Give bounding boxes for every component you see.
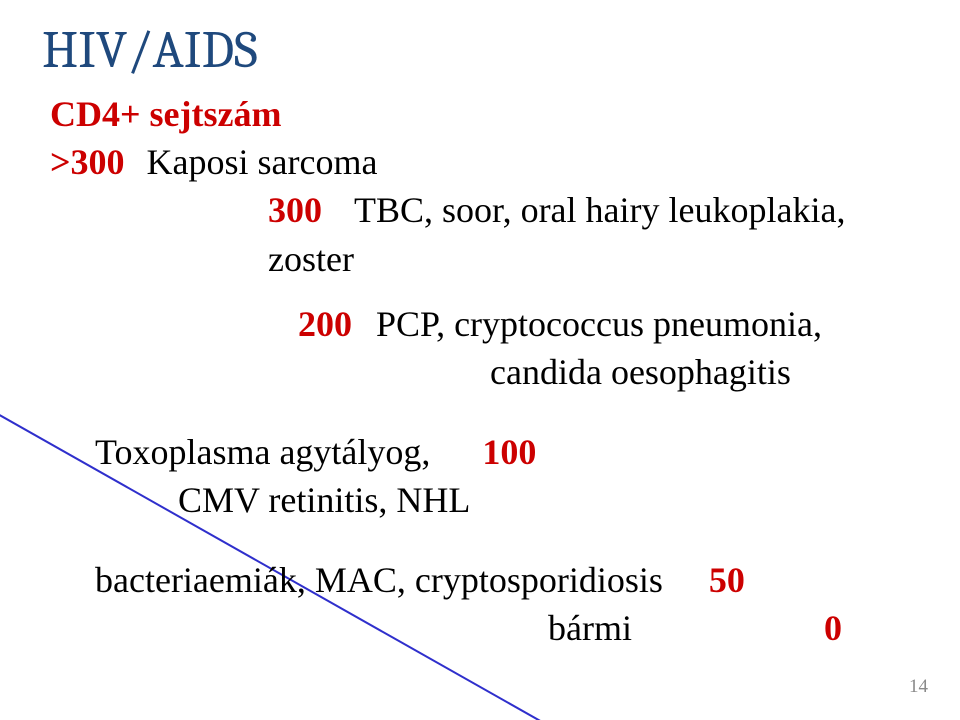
num-300plus: >300 — [50, 142, 125, 182]
row-200b: candida oesophagitis — [490, 348, 791, 397]
num-300: 300 — [268, 190, 322, 230]
cd4-label: CD4+ sejtszám — [50, 94, 281, 134]
num-0: 0 — [824, 604, 842, 653]
text-tbc: TBC, soor, oral hairy leukoplakia, zoste… — [268, 190, 845, 279]
slide: HIV/AIDS CD4+ sejtszám >300 Kaposi sarco… — [0, 0, 960, 720]
row-300: 300 TBC, soor, oral hairy leukoplakia, z… — [268, 186, 928, 283]
text-kaposi: Kaposi sarcoma — [147, 142, 378, 182]
text-toxoplasma: Toxoplasma agytályog, — [95, 432, 430, 472]
slide-title: HIV/AIDS — [42, 20, 920, 80]
row-50: bacteriaemiák, MAC, cryptosporidiosis 50 — [95, 556, 745, 605]
text-cmv: CMV retinitis, NHL — [178, 480, 470, 520]
text-pcp: PCP, cryptococcus pneumonia, — [376, 304, 822, 344]
text-bacteriaemiak: bacteriaemiák, MAC, cryptosporidiosis — [95, 560, 663, 600]
num-200: 200 — [298, 304, 352, 344]
num-100: 100 — [482, 432, 536, 472]
num-50: 50 — [709, 560, 745, 600]
row-cd4-label: CD4+ sejtszám — [50, 90, 281, 139]
text-candida: candida oesophagitis — [490, 352, 791, 392]
row-300plus: >300 Kaposi sarcoma — [50, 138, 377, 187]
row-0: bármi 0 — [548, 604, 632, 653]
row-100: Toxoplasma agytályog, 100 — [95, 428, 536, 477]
text-barmi: bármi — [548, 608, 632, 648]
page-number: 14 — [909, 676, 928, 698]
row-200: 200 PCP, cryptococcus pneumonia, — [298, 300, 928, 349]
row-100b: CMV retinitis, NHL — [178, 476, 470, 525]
